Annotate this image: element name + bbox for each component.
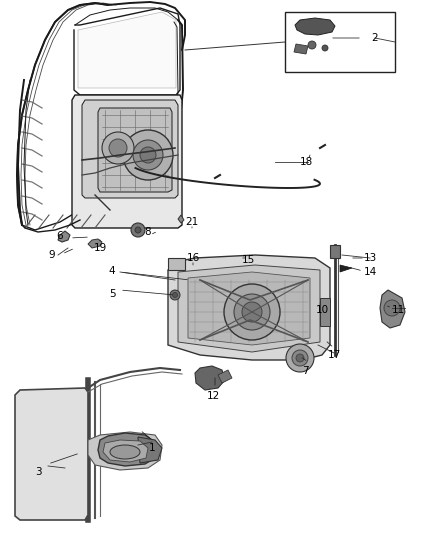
Text: 16: 16 xyxy=(187,253,200,263)
Polygon shape xyxy=(380,290,405,328)
Text: 19: 19 xyxy=(93,243,106,253)
Polygon shape xyxy=(178,215,184,223)
Text: 10: 10 xyxy=(315,305,328,315)
Polygon shape xyxy=(98,433,155,466)
Polygon shape xyxy=(295,18,335,35)
Polygon shape xyxy=(82,100,178,198)
Text: 18: 18 xyxy=(300,157,313,167)
Text: 8: 8 xyxy=(145,227,151,237)
Text: 15: 15 xyxy=(241,255,254,265)
Polygon shape xyxy=(168,255,330,360)
Text: 3: 3 xyxy=(35,467,41,477)
Circle shape xyxy=(102,132,134,164)
Circle shape xyxy=(242,302,262,322)
Circle shape xyxy=(286,344,314,372)
Polygon shape xyxy=(103,440,148,462)
Polygon shape xyxy=(78,12,176,88)
Polygon shape xyxy=(98,108,172,192)
Text: 12: 12 xyxy=(206,391,219,401)
Circle shape xyxy=(140,147,156,163)
Polygon shape xyxy=(138,437,162,463)
Text: 2: 2 xyxy=(372,33,378,43)
Text: 4: 4 xyxy=(109,266,115,276)
Circle shape xyxy=(135,227,141,233)
Polygon shape xyxy=(330,245,340,258)
Circle shape xyxy=(224,284,280,340)
Polygon shape xyxy=(178,265,320,352)
Circle shape xyxy=(170,290,180,300)
Circle shape xyxy=(133,140,163,170)
Circle shape xyxy=(131,223,145,237)
Text: 1: 1 xyxy=(148,443,155,453)
Circle shape xyxy=(234,294,270,330)
Bar xyxy=(320,298,330,326)
Text: 11: 11 xyxy=(392,305,405,315)
Polygon shape xyxy=(15,388,88,520)
Text: 17: 17 xyxy=(327,350,341,360)
Circle shape xyxy=(109,139,127,157)
Polygon shape xyxy=(58,231,70,242)
Polygon shape xyxy=(72,95,182,228)
Circle shape xyxy=(322,45,328,51)
Polygon shape xyxy=(195,366,225,390)
Polygon shape xyxy=(294,44,308,54)
Polygon shape xyxy=(168,258,185,270)
Ellipse shape xyxy=(110,445,140,459)
Text: 9: 9 xyxy=(49,250,55,260)
Circle shape xyxy=(123,130,173,180)
Text: 21: 21 xyxy=(185,217,198,227)
Circle shape xyxy=(173,293,177,297)
Bar xyxy=(285,12,395,72)
Text: 5: 5 xyxy=(109,289,115,299)
Polygon shape xyxy=(218,370,232,383)
Text: 13: 13 xyxy=(364,253,377,263)
Circle shape xyxy=(384,300,400,316)
Circle shape xyxy=(292,350,308,366)
Text: 6: 6 xyxy=(57,231,64,241)
Polygon shape xyxy=(88,432,162,470)
Polygon shape xyxy=(340,265,352,272)
Circle shape xyxy=(308,41,316,49)
Text: 7: 7 xyxy=(302,366,308,376)
Circle shape xyxy=(296,354,304,362)
Text: 14: 14 xyxy=(364,267,377,277)
Polygon shape xyxy=(88,239,102,248)
Polygon shape xyxy=(188,272,310,345)
